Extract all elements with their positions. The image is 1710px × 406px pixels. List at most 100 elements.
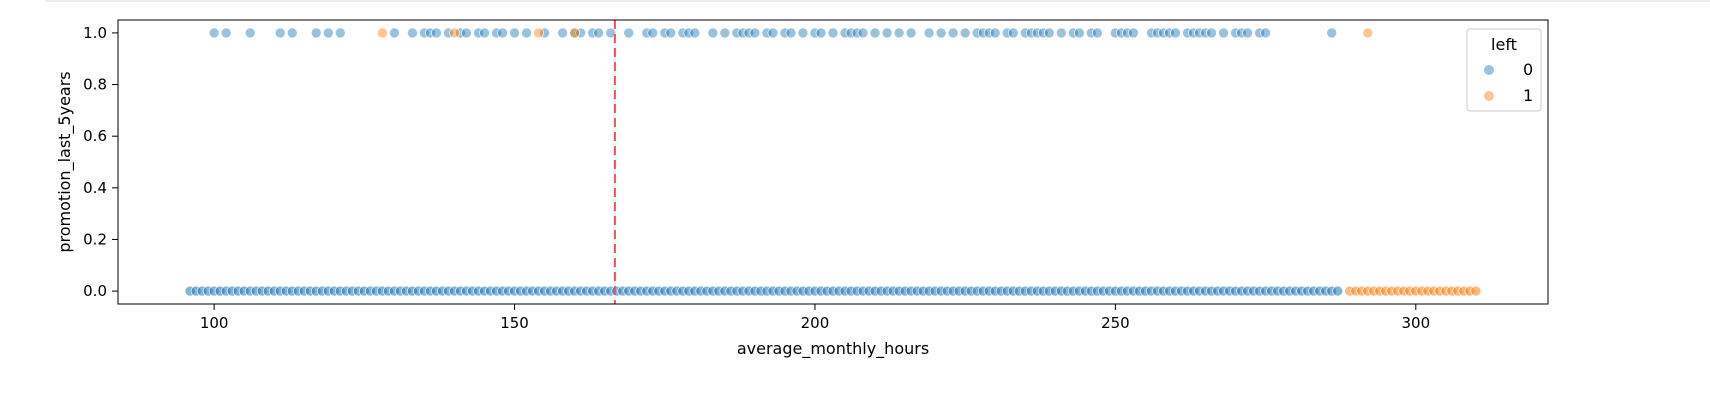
x-axis-ticks: 100 150 200 250 300 (200, 304, 1430, 332)
points-layer (184, 27, 1482, 297)
scatter-point (208, 27, 220, 39)
scatter-point (947, 27, 959, 39)
scatter-point (719, 27, 731, 39)
scatter-point (749, 27, 761, 39)
scatter-point (1001, 27, 1013, 39)
scatter-point (1092, 27, 1103, 39)
scatter-point (1056, 27, 1067, 39)
scatter-point (1230, 27, 1241, 39)
legend-box (1466, 28, 1542, 112)
scatter-point (389, 27, 400, 39)
scatter-point (455, 27, 466, 39)
scatter-point (1236, 27, 1247, 39)
scatter-point (533, 27, 544, 39)
scatter-point (647, 27, 659, 39)
scatter-point (473, 27, 484, 39)
scatter-point (857, 27, 869, 39)
scatter-point (1362, 27, 1374, 39)
scatter-point (815, 27, 827, 39)
scatter-point (575, 27, 586, 39)
y-axis-ticks: 0.0 0.2 0.4 0.6 0.8 1.0 (83, 24, 118, 300)
scatter-point (1332, 285, 1344, 297)
scatter-point (785, 27, 797, 39)
scatter-point (1110, 27, 1121, 39)
scatter-point (935, 27, 947, 39)
x-tick-label: 100 (200, 314, 229, 332)
scatter-point (989, 27, 1001, 39)
scatter-point (983, 27, 995, 39)
legend-marker (1484, 65, 1494, 75)
scatter-point (377, 27, 388, 39)
scatter-point (509, 27, 520, 39)
scatter-point (605, 27, 616, 39)
scatter-point (689, 27, 701, 39)
scatter-point (1194, 27, 1205, 39)
scatter-point (1044, 27, 1055, 39)
scatter-point (845, 27, 857, 39)
scatter-point (1260, 27, 1271, 39)
scatter-point (425, 27, 436, 39)
plot-frame (117, 19, 1549, 305)
scatter-point (1170, 27, 1181, 39)
scatter-point (923, 27, 935, 39)
x-tick-label: 300 (1401, 314, 1430, 332)
scatter-point (881, 27, 893, 39)
x-tick-label: 150 (500, 314, 529, 332)
scatter-point (869, 27, 881, 39)
scatter-point (665, 27, 677, 39)
scatter-point (587, 27, 598, 39)
scatter-point (310, 27, 322, 39)
scatter-point (1037, 27, 1049, 39)
scatter-point (767, 27, 779, 39)
scatter-point (971, 27, 983, 39)
y-tick-label: 0.0 (83, 282, 107, 300)
scatter-point (743, 27, 755, 39)
scatter-point (1470, 285, 1482, 297)
legend-title: left (1491, 35, 1517, 54)
y-tick-label: 0.6 (83, 127, 107, 145)
x-axis-label: average_monthly_hours (737, 339, 929, 359)
scatter-point (449, 27, 460, 39)
legend: left 0 1 (1466, 28, 1542, 112)
scatter-point (1019, 27, 1031, 39)
scatter-point (497, 27, 508, 39)
scatter-point (1068, 27, 1079, 39)
scatter-point (1086, 27, 1097, 39)
legend-marker (1484, 91, 1494, 101)
scatter-point (491, 27, 502, 39)
scatter-point (1031, 27, 1043, 39)
x-tick-label: 200 (801, 314, 830, 332)
scatter-point (797, 27, 809, 39)
scatter-point (1152, 27, 1163, 39)
scatter-point (779, 27, 791, 39)
scatter-point (809, 27, 821, 39)
scatter-point (1326, 27, 1337, 39)
scatter-point (1128, 27, 1139, 39)
scatter-point (1206, 27, 1217, 39)
scatter-point (827, 27, 839, 39)
scatter-point (521, 27, 532, 39)
scatter-point (539, 27, 550, 39)
scatter-point (419, 27, 430, 39)
scatter-point (731, 27, 743, 39)
scatter-point (1200, 27, 1211, 39)
scatter-point (893, 27, 905, 39)
scatter-point (851, 27, 863, 39)
y-tick-label: 0.4 (83, 179, 107, 197)
scatter-point (593, 27, 604, 39)
scatter-point (286, 27, 298, 39)
scatter-point (322, 27, 334, 39)
scatter-point (569, 27, 580, 39)
scatter-point (1242, 27, 1253, 39)
scatter-point (407, 27, 418, 39)
scatter-point (959, 27, 971, 39)
y-axis-label: promotion_last_5years (55, 71, 75, 252)
legend-label: 0 (1523, 60, 1533, 79)
scatter-point (677, 27, 689, 39)
scatter-point (737, 27, 749, 39)
scatter-point (335, 27, 346, 39)
scatter-point (1025, 27, 1037, 39)
scatter-point (761, 27, 773, 39)
